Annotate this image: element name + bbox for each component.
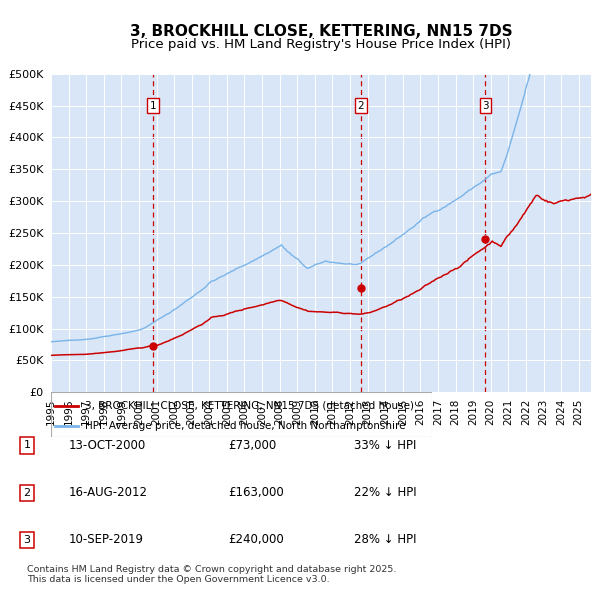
Text: £240,000: £240,000 — [228, 533, 284, 546]
Text: 22% ↓ HPI: 22% ↓ HPI — [354, 486, 416, 499]
Text: £73,000: £73,000 — [228, 439, 276, 452]
Text: 3: 3 — [23, 535, 31, 545]
Text: 2: 2 — [358, 101, 364, 110]
Text: 16-AUG-2012: 16-AUG-2012 — [69, 486, 148, 499]
Text: Contains HM Land Registry data © Crown copyright and database right 2025.
This d: Contains HM Land Registry data © Crown c… — [27, 565, 397, 584]
Text: 28% ↓ HPI: 28% ↓ HPI — [354, 533, 416, 546]
Text: 2: 2 — [23, 488, 31, 497]
Text: 33% ↓ HPI: 33% ↓ HPI — [354, 439, 416, 452]
Text: 13-OCT-2000: 13-OCT-2000 — [69, 439, 146, 452]
Text: 3: 3 — [482, 101, 489, 110]
Text: HPI: Average price, detached house, North Northamptonshire: HPI: Average price, detached house, Nort… — [85, 421, 406, 431]
Text: 3, BROCKHILL CLOSE, KETTERING, NN15 7DS (detached house): 3, BROCKHILL CLOSE, KETTERING, NN15 7DS … — [85, 401, 414, 411]
Text: £163,000: £163,000 — [228, 486, 284, 499]
Text: 10-SEP-2019: 10-SEP-2019 — [69, 533, 144, 546]
Text: 3, BROCKHILL CLOSE, KETTERING, NN15 7DS: 3, BROCKHILL CLOSE, KETTERING, NN15 7DS — [130, 24, 512, 38]
Text: 1: 1 — [23, 441, 31, 450]
Text: 1: 1 — [149, 101, 156, 110]
Text: Price paid vs. HM Land Registry's House Price Index (HPI): Price paid vs. HM Land Registry's House … — [131, 38, 511, 51]
